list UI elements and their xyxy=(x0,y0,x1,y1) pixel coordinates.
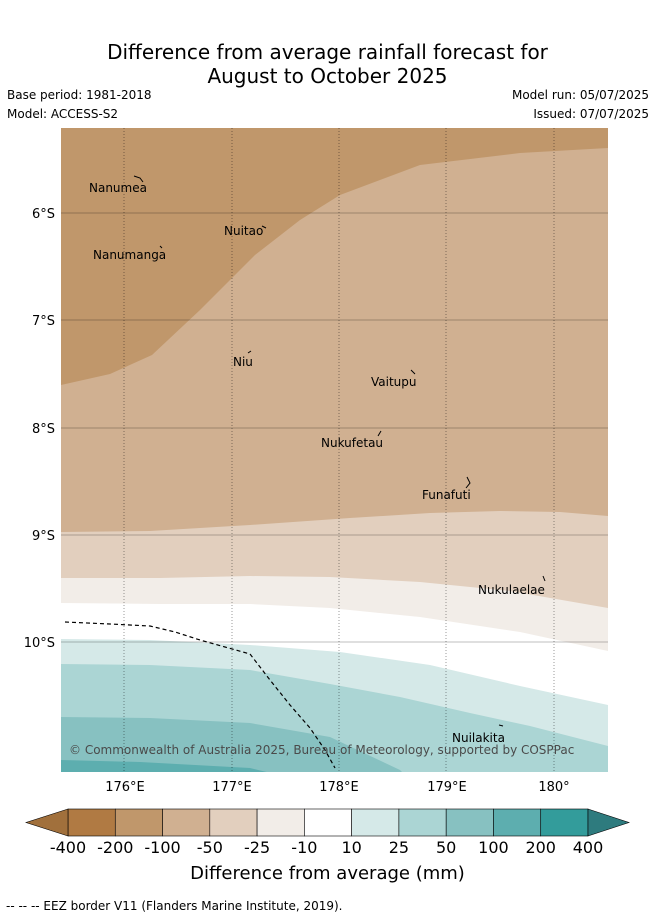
issued-date: Issued: 07/07/2025 xyxy=(533,107,649,121)
colorbar-swatch xyxy=(67,808,116,837)
colorbar-tick-label: -50 xyxy=(196,838,223,857)
place-label: Niu xyxy=(233,355,253,369)
island-nuilakita-shape xyxy=(498,724,504,727)
eez-border-line xyxy=(64,621,336,769)
lon-tick-label: 180° xyxy=(538,780,569,795)
place-label: Funafuti xyxy=(422,488,471,502)
place-label: Nuitao xyxy=(224,224,263,238)
place-label: Vaitupu xyxy=(371,375,417,389)
lat-tick-label: 7°S xyxy=(32,314,55,329)
lon-tick-label: 178°E xyxy=(319,780,359,795)
island-vaitupu-shape xyxy=(410,369,416,375)
lon-tick-label: 176°E xyxy=(105,780,145,795)
band-plus-50 xyxy=(61,717,402,772)
longitude-gridlines xyxy=(123,128,555,772)
colorbar-tick-label: -200 xyxy=(97,838,134,857)
eez-footnote: -- -- -- EEZ border V11 (Flanders Marine… xyxy=(6,899,343,913)
colorbar-over-arrow xyxy=(587,808,630,837)
lat-tick-label: 10°S xyxy=(24,636,55,651)
colorbar-tick-label: 10 xyxy=(341,838,362,857)
lon-tick-label: 177°E xyxy=(212,780,252,795)
lat-tick-label: 9°S xyxy=(32,529,55,544)
colorbar-tick-label: 100 xyxy=(478,838,509,857)
place-label: Nuilakita xyxy=(452,731,505,745)
colorbar-swatch xyxy=(114,808,163,837)
island-nukufetau-shape xyxy=(377,430,382,437)
copyright-notice: © Commonwealth of Australia 2025, Bureau… xyxy=(69,743,574,757)
island-nuitao-shape xyxy=(261,225,267,229)
latitude-tick-labels: 6°S 7°S 8°S 9°S 10°S xyxy=(24,207,55,651)
colorbar-swatch xyxy=(493,808,542,837)
colorbar-tick-label: 400 xyxy=(572,838,604,857)
colorbar-tick-label: -100 xyxy=(144,838,181,857)
place-label: Nanumanga xyxy=(93,248,166,262)
island-outlines xyxy=(133,175,546,727)
colorbar-tick-label: -400 xyxy=(49,838,87,857)
longitude-tick-labels: 176°E 177°E 178°E 179°E 180° xyxy=(105,780,569,795)
title-line-2: August to October 2025 xyxy=(207,64,448,88)
colorbar-tick-label: -25 xyxy=(244,838,271,857)
island-niu-shape xyxy=(247,350,252,354)
place-label: Nukulaelae xyxy=(478,583,545,597)
lon-tick-label: 179°E xyxy=(427,780,467,795)
colorbar-under-arrow xyxy=(25,808,69,837)
colorbar-title: Difference from average (mm) xyxy=(190,863,465,884)
place-label: Nukufetau xyxy=(321,436,383,450)
colorbar xyxy=(25,808,630,837)
island-nanumea-shape xyxy=(133,175,144,183)
colorbar-swatch xyxy=(256,808,305,837)
model-run: Model run: 05/07/2025 xyxy=(511,88,649,102)
model-name: Model: ACCESS-S2 xyxy=(7,107,119,121)
island-nanumanga-shape xyxy=(159,245,163,249)
title-line-1: Difference from average rainfall forecas… xyxy=(107,40,548,64)
island-funafuti-shape xyxy=(465,476,471,489)
colorbar-tick-label: 50 xyxy=(435,838,457,857)
lat-tick-label: 6°S xyxy=(32,207,55,222)
lat-tick-label: 8°S xyxy=(32,422,55,437)
map-area: Nanumea Nuitao Nanumanga Niu Vaitupu Nuk… xyxy=(61,128,608,772)
place-labels: Nanumea Nuitao Nanumanga Niu Vaitupu Nuk… xyxy=(89,181,545,745)
band-plus-100 xyxy=(61,760,267,772)
colorbar-swatch xyxy=(209,808,258,837)
island-nukulaelae-shape xyxy=(542,575,546,582)
colorbar-tick-label: 200 xyxy=(525,838,556,857)
colorbar-swatch xyxy=(445,808,494,837)
colorbar-tick-label: 25 xyxy=(388,838,410,857)
map-title: Difference from average rainfall forecas… xyxy=(0,40,655,88)
colorbar-swatch xyxy=(304,808,352,837)
base-period: Base period: 1981-2018 xyxy=(7,88,152,102)
latitude-gridlines xyxy=(61,212,608,643)
colorbar-swatch xyxy=(351,808,400,837)
colorbar-swatch xyxy=(398,808,447,837)
colorbar-tick-label: -10 xyxy=(291,838,318,857)
place-label: Nanumea xyxy=(89,181,147,195)
colorbar-swatch xyxy=(162,808,211,837)
colorbar-swatch xyxy=(540,808,589,837)
